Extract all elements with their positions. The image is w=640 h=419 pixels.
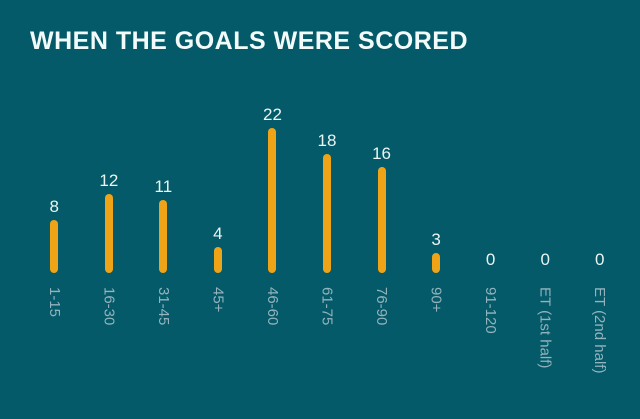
bar-column: 8	[27, 0, 82, 273]
x-tick-label: 90+	[427, 287, 445, 313]
x-tick: ET (2nd half)	[572, 287, 627, 419]
x-tick-label: 61-75	[318, 287, 336, 326]
x-tick: 45+	[191, 287, 246, 419]
x-tick: 76-90	[354, 287, 409, 419]
bar-value-label: 0	[540, 250, 550, 269]
bar-column: 11	[136, 0, 191, 273]
bar-column: 16	[354, 0, 409, 273]
bar-value-label: 22	[263, 104, 282, 124]
bar-value-label: 18	[317, 131, 337, 151]
x-tick-label: 45+	[209, 287, 227, 313]
x-tick-label: ET (2nd half)	[591, 287, 609, 374]
bar-value-label: 0	[595, 250, 605, 269]
bar-column: 22	[245, 0, 300, 273]
x-tick-label: ET (1st half)	[536, 287, 554, 369]
bar-value-label: 4	[213, 223, 223, 243]
bar-value-label: 12	[99, 170, 119, 190]
x-tick: 90+	[409, 287, 464, 419]
bar-column: 3	[409, 0, 464, 273]
x-tick: 31-45	[136, 287, 191, 419]
x-tick-label: 46-60	[263, 287, 281, 326]
bar-column: 18	[300, 0, 355, 273]
bar	[377, 167, 386, 273]
bar	[50, 220, 59, 273]
x-tick: 46-60	[245, 287, 300, 419]
bar	[159, 200, 168, 273]
bar	[432, 253, 441, 273]
bar	[323, 154, 331, 273]
bar-value-label: 0	[485, 250, 496, 269]
chart-title: WHEN THE GOALS WERE SCORED	[30, 27, 469, 55]
x-tick-label: 1-15	[45, 287, 63, 318]
x-tick: ET (1st half)	[518, 287, 573, 419]
bar	[268, 127, 277, 273]
bar-column: 0	[463, 0, 518, 273]
bar	[104, 193, 113, 273]
x-tick: 91-120	[463, 287, 518, 419]
bar-value-label: 16	[372, 144, 392, 164]
x-tick: 1-15	[27, 287, 82, 419]
x-tick-label: 31-45	[154, 287, 172, 326]
bar	[213, 246, 222, 273]
x-tick-label: 16-30	[100, 287, 118, 326]
bar-value-label: 3	[431, 230, 441, 250]
bar-column: 4	[191, 0, 246, 273]
x-tick: 16-30	[82, 287, 137, 419]
bar-value-label: 8	[49, 197, 59, 217]
x-axis-tick-labels: 1-15 16-30 31-45 45+ 46-60 61-75 76-90 90+ 91-12…	[27, 287, 627, 419]
x-tick: 61-75	[300, 287, 355, 419]
bar-chart-plot-area: 8 12 11 4 22 18 16 3 0 0 0	[27, 0, 627, 273]
bar-value-label: 11	[154, 177, 173, 197]
x-tick-label: 76-90	[373, 287, 391, 326]
x-tick-label: 91-120	[482, 287, 500, 334]
bar-column: 0	[518, 0, 573, 273]
bar-column: 0	[572, 0, 627, 273]
bar-column: 12	[82, 0, 137, 273]
